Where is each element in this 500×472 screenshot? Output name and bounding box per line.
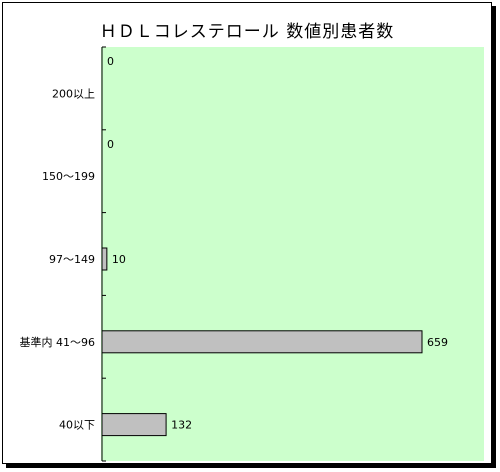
bar-chart: 200以上 150～199 97～149 基準内 41～96 40以下 0 0 10 659 1… bbox=[20, 46, 484, 462]
category-labels: 200以上 150～199 97～149 基準内 41～96 40以下 bbox=[20, 87, 96, 431]
category-label: 基準内 41～96 bbox=[20, 335, 96, 349]
y-axis-ticks bbox=[102, 46, 106, 462]
value-label: 132 bbox=[171, 419, 192, 432]
category-label: 40以下 bbox=[59, 419, 95, 432]
chart-frame: ＨＤＬコレステロール 数値別患者数 200以上 150～199 97～149 基準内 … bbox=[2, 2, 492, 464]
category-label: 150～199 bbox=[42, 170, 95, 183]
value-label: 659 bbox=[427, 336, 448, 349]
bars bbox=[101, 247, 423, 437]
plot-area bbox=[101, 47, 484, 461]
value-label: 0 bbox=[107, 138, 114, 151]
chart-title: ＨＤＬコレステロール 数値別患者数 bbox=[99, 22, 395, 42]
value-label: 10 bbox=[112, 253, 126, 266]
category-label: 200以上 bbox=[52, 87, 95, 100]
category-label: 97～149 bbox=[49, 253, 95, 266]
bar bbox=[101, 330, 423, 354]
bar bbox=[101, 247, 108, 271]
bar bbox=[101, 413, 167, 437]
value-label: 0 bbox=[107, 55, 114, 68]
value-labels: 0 0 10 659 132 bbox=[107, 55, 448, 432]
